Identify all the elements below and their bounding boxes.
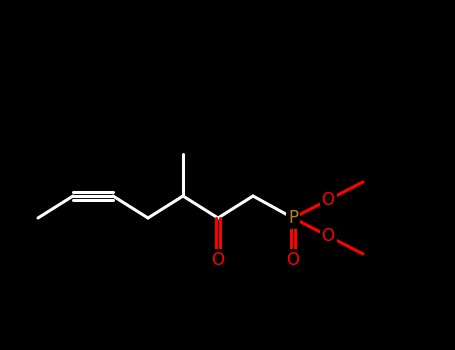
- Text: P: P: [288, 209, 298, 227]
- Text: O: O: [322, 191, 334, 209]
- Text: O: O: [287, 251, 299, 269]
- Text: O: O: [212, 251, 224, 269]
- Text: O: O: [322, 227, 334, 245]
